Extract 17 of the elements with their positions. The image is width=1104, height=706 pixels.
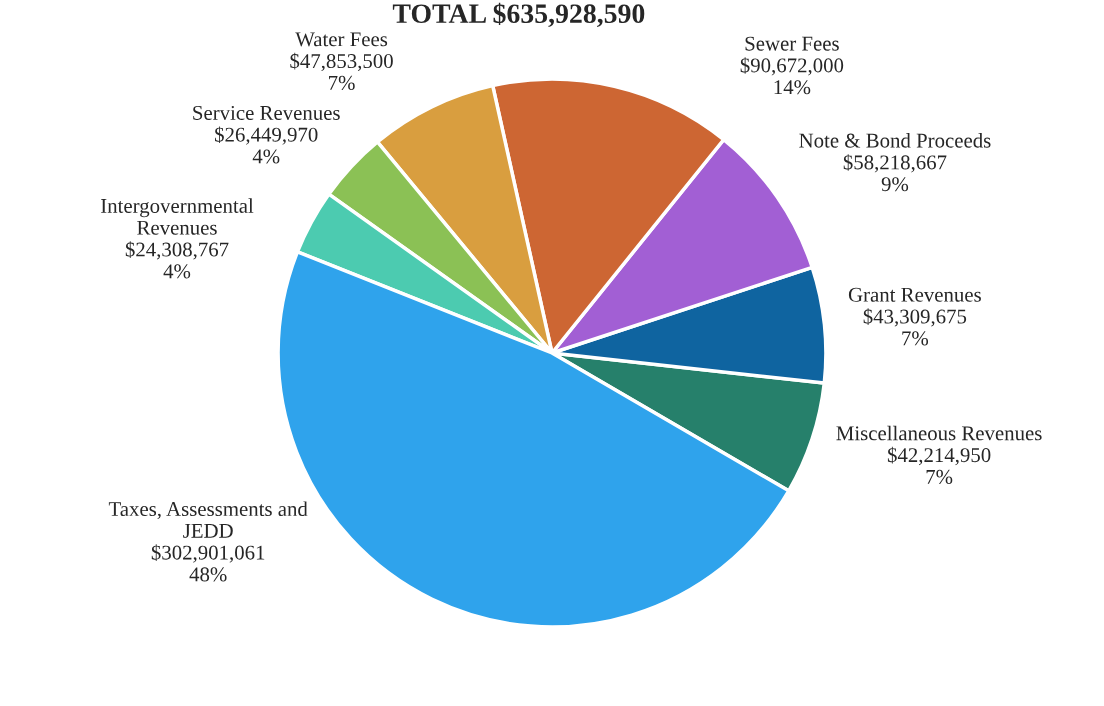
data-label: $24,308,767 4% <box>125 241 229 279</box>
slice-label: Grant Revenues <box>848 287 981 302</box>
slice-label: Taxes, Assessments and JEDD <box>108 501 308 538</box>
slice-label: Intergovernmental Revenues <box>101 198 254 235</box>
slice-label: Miscellaneous Revenues <box>836 425 1042 441</box>
data-label: $43,309,675 7% <box>863 308 967 346</box>
data-label: $90,672,000 14% <box>740 57 844 95</box>
data-label: $42,214,950 7% <box>887 446 991 484</box>
slice-label: Note & Bond Proceeds <box>799 132 991 148</box>
chart-title: TOTAL $635,928,590 <box>392 2 645 28</box>
data-label: $302,901,061 48% <box>151 544 265 582</box>
slice-label: Service Revenues <box>193 105 340 120</box>
data-label: $58,218,667 9% <box>843 154 947 192</box>
data-label: $47,853,500 7% <box>290 52 393 90</box>
slice-label: Sewer Fees <box>745 36 839 51</box>
data-label: $26,449,970 4% <box>215 126 318 164</box>
slice-label: Water Fees <box>295 32 388 47</box>
